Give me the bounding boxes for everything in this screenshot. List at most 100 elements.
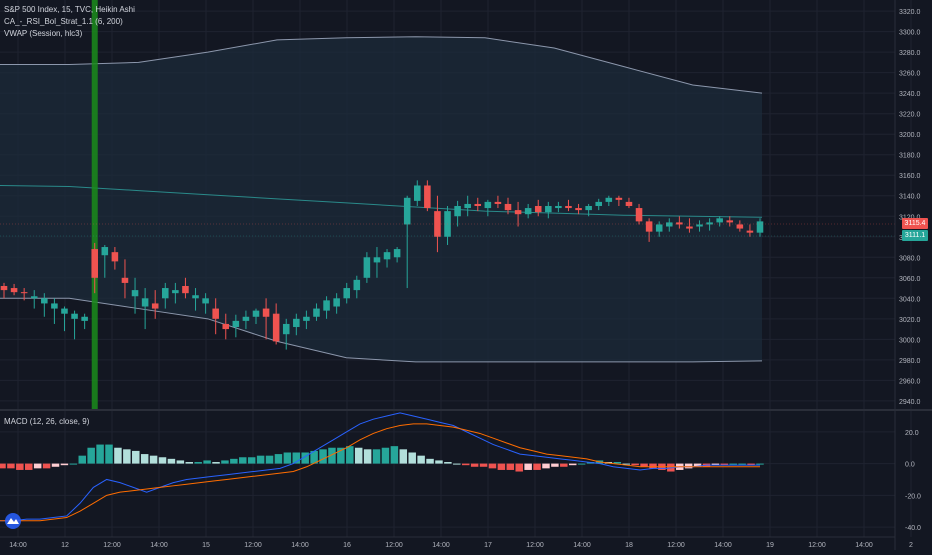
price-tick-label: 3280.0 bbox=[899, 50, 921, 57]
macd-histogram-bar bbox=[194, 462, 202, 464]
macd-signal-line bbox=[0, 423, 760, 522]
symbol-title[interactable]: S&P 500 Index, 15, TVC, Heikin Ashi bbox=[4, 5, 135, 14]
macd-histogram-bar bbox=[346, 446, 354, 464]
candle-body bbox=[212, 308, 219, 319]
candle-body bbox=[303, 316, 310, 321]
candle-body bbox=[454, 206, 461, 217]
macd-histogram-bar bbox=[51, 463, 60, 467]
macd-histogram-bar bbox=[256, 455, 265, 464]
macd-histogram-bar bbox=[149, 455, 158, 464]
macd-histogram-bar bbox=[560, 463, 568, 467]
price-tick-label: 3200.0 bbox=[899, 132, 921, 139]
candle-body bbox=[655, 224, 663, 232]
candle-body bbox=[373, 257, 381, 263]
macd-histogram-bar bbox=[399, 449, 408, 464]
logo-icon[interactable] bbox=[5, 513, 21, 529]
candle-body bbox=[41, 298, 48, 304]
macd-histogram-bar bbox=[33, 463, 42, 469]
candle-body bbox=[111, 252, 119, 262]
last-price-tag-green: 3111.1 bbox=[902, 230, 928, 241]
time-tick-label: 12 bbox=[61, 542, 69, 549]
macd-histogram-bar bbox=[738, 463, 746, 465]
entry-signal-bar bbox=[91, 0, 98, 410]
candle-body bbox=[131, 290, 139, 297]
macd-histogram-bar bbox=[176, 460, 185, 464]
time-tick-label: 14:00 bbox=[573, 542, 591, 549]
candle-body bbox=[756, 221, 764, 233]
candle-body bbox=[353, 279, 361, 291]
candle-body bbox=[595, 201, 602, 206]
candle-body bbox=[545, 206, 552, 213]
candle-body bbox=[524, 208, 532, 215]
time-tick-label: 14:00 bbox=[855, 542, 873, 549]
macd-tick-label: 20.0 bbox=[905, 430, 919, 437]
candle-body bbox=[726, 220, 734, 223]
price-tick-label: 3300.0 bbox=[899, 30, 921, 37]
time-tick-label: 18 bbox=[625, 542, 633, 549]
candle-body bbox=[91, 249, 98, 278]
candle-body bbox=[534, 206, 542, 213]
candle-layer bbox=[0, 180, 764, 350]
signal-bar-layer bbox=[91, 0, 98, 410]
time-tick-label: 16 bbox=[343, 542, 351, 549]
candle-body bbox=[293, 318, 300, 328]
candle-body bbox=[504, 203, 512, 211]
time-tick-label: 12:00 bbox=[385, 542, 403, 549]
indicator-rsi-bol-label[interactable]: CA_-_RSI_Bol_Strat_1.1 (6, 200) bbox=[4, 17, 123, 26]
candle-body bbox=[746, 230, 754, 233]
candle-body bbox=[514, 210, 522, 215]
candle-body bbox=[635, 208, 643, 222]
price-tick-label: 3040.0 bbox=[899, 296, 921, 303]
candle-body bbox=[585, 206, 592, 211]
macd-histogram-bar bbox=[221, 460, 229, 464]
macd-histogram-bar bbox=[461, 463, 470, 466]
candle-body bbox=[383, 252, 391, 260]
macd-histogram-bar bbox=[132, 450, 140, 464]
candle-body bbox=[696, 224, 703, 227]
candle-body bbox=[464, 203, 471, 209]
macd-histogram-bar bbox=[78, 455, 87, 464]
macd-histogram-bar bbox=[372, 449, 381, 464]
macd-layer bbox=[0, 412, 764, 522]
macd-histogram-bar bbox=[319, 449, 327, 464]
axis-layer: 3320.0 3300.0 3280.0 3260.0 3240.0 3220.0 3200… bbox=[0, 9, 921, 549]
candle-body bbox=[71, 313, 78, 319]
candle-body bbox=[565, 206, 572, 209]
macd-histogram-bar bbox=[25, 463, 33, 470]
price-tick-label: 3320.0 bbox=[899, 9, 921, 16]
macd-histogram-bar bbox=[568, 463, 577, 466]
macd-histogram-bar bbox=[693, 463, 702, 467]
candle-body bbox=[51, 303, 58, 309]
macd-histogram-bar bbox=[453, 463, 461, 465]
candle-body bbox=[434, 211, 441, 237]
candle-body bbox=[706, 222, 713, 225]
macd-line bbox=[0, 412, 760, 522]
time-tick-label: 14:00 bbox=[432, 542, 450, 549]
macd-label[interactable]: MACD (12, 26, close, 9) bbox=[4, 417, 90, 426]
lower-band-line bbox=[0, 297, 763, 363]
indicator-vwap-label[interactable]: VWAP (Session, hlc3) bbox=[4, 29, 83, 38]
candle-body bbox=[313, 308, 320, 317]
macd-histogram-bar bbox=[470, 463, 479, 467]
macd-histogram-bar bbox=[274, 454, 283, 464]
macd-histogram-bar bbox=[381, 447, 390, 464]
candle-body bbox=[424, 185, 431, 209]
candle-body bbox=[494, 201, 502, 204]
candle-body bbox=[323, 300, 330, 311]
macd-tick-label: -20.0 bbox=[905, 493, 921, 500]
macd-histogram-bar bbox=[363, 449, 372, 464]
candle-body bbox=[61, 308, 68, 314]
price-tick-label: 3260.0 bbox=[899, 71, 921, 78]
time-tick-label: 15 bbox=[202, 542, 210, 549]
macd-histogram-bar bbox=[506, 463, 515, 470]
vwap-line bbox=[0, 184, 763, 218]
macd-histogram-bar bbox=[711, 463, 720, 466]
candle-body bbox=[162, 288, 169, 299]
price-tick-label: 3020.0 bbox=[899, 317, 921, 324]
macd-histogram-bar bbox=[185, 462, 194, 464]
macd-histogram-bar bbox=[328, 447, 336, 464]
candle-body bbox=[716, 218, 723, 223]
candle-body bbox=[182, 286, 189, 294]
candle-body bbox=[605, 197, 613, 202]
